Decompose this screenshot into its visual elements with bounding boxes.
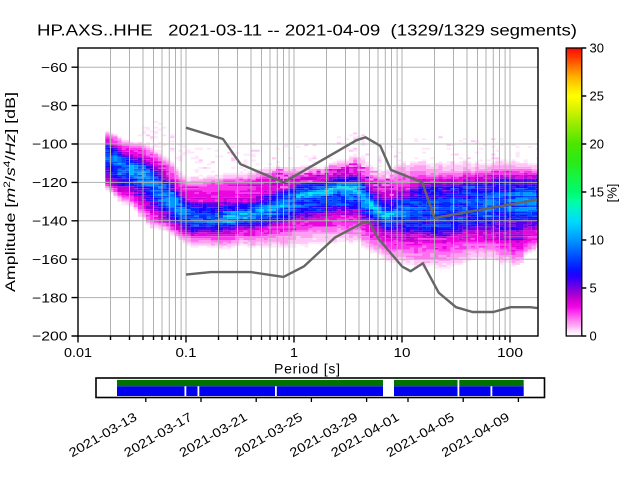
svg-text:−120: −120 [32,175,68,190]
svg-text:0: 0 [590,329,597,344]
svg-text:HP.AXS..HHE 2021-03-11 -- 20: HP.AXS..HHE 2021-03-11 -- 2021-04-09 (13… [37,23,577,40]
svg-text:5: 5 [590,281,597,296]
svg-text:−100: −100 [32,137,68,152]
svg-text:−200: −200 [32,329,68,344]
svg-text:Period [s]: Period [s] [274,361,340,377]
svg-text:30: 30 [590,41,604,56]
svg-text:10: 10 [590,233,604,248]
svg-text:25: 25 [590,89,604,104]
svg-text:−180: −180 [32,290,68,305]
svg-text:100: 100 [497,345,523,360]
svg-text:0.1: 0.1 [176,345,197,360]
svg-text:[%]: [%] [605,184,620,203]
svg-text:20: 20 [590,137,604,152]
svg-text:0.01: 0.01 [64,345,92,360]
svg-text:−160: −160 [32,252,68,267]
svg-text:15: 15 [590,185,604,200]
svg-text:Amplitude [m2/s4/Hz] [dB]: Amplitude [m2/s4/Hz] [dB] [2,92,19,292]
svg-text:1: 1 [290,345,298,360]
svg-text:−80: −80 [41,98,68,113]
svg-text:10: 10 [394,345,411,360]
svg-text:−140: −140 [32,214,68,229]
svg-text:−60: −60 [41,60,68,75]
